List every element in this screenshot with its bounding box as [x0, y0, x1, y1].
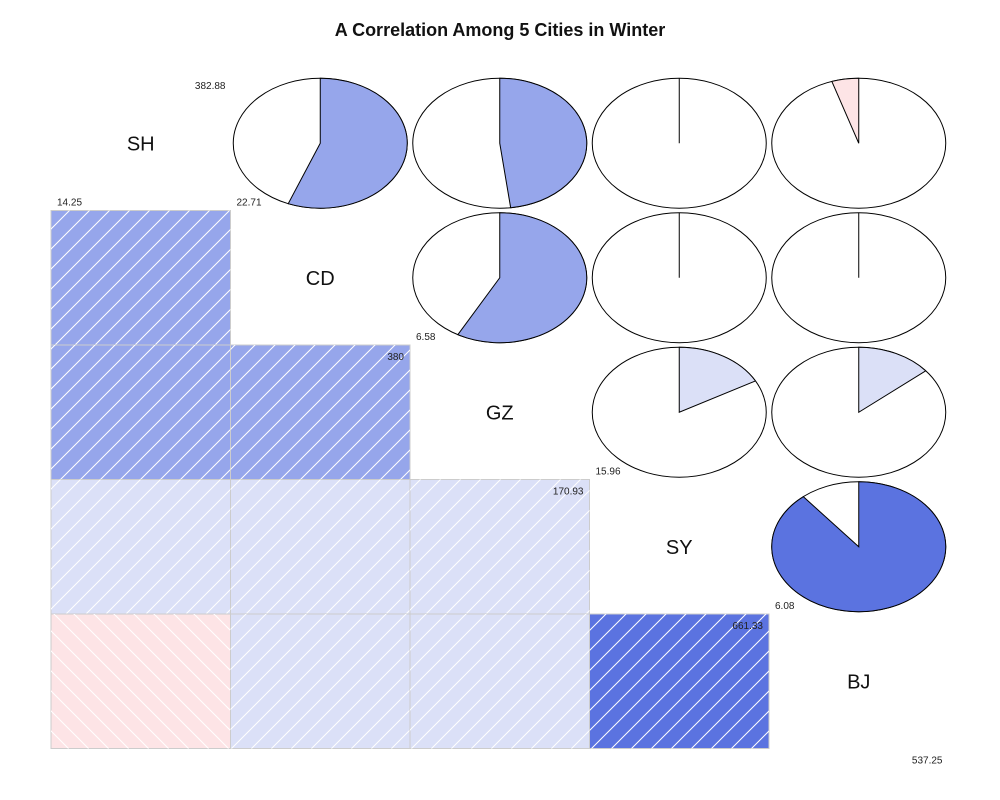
variable-label-bj: BJ — [847, 671, 870, 693]
range-max-sh: 382.88 — [195, 81, 226, 92]
range-min-sh: 14.25 — [57, 198, 82, 209]
range-max-bj: 537.25 — [912, 756, 943, 767]
variable-label-cd: CD — [306, 268, 335, 290]
pie-slice-cd-gz — [457, 212, 588, 344]
pie-slice-gz-sy — [678, 346, 757, 413]
range-min-gz: 6.58 — [416, 332, 436, 343]
variable-label-gz: GZ — [486, 402, 514, 424]
shade-hatch-sy-cd — [230, 479, 410, 614]
range-min-sy: 15.96 — [596, 467, 621, 478]
shade-hatch-bj-sh — [51, 614, 231, 749]
range-max-cd: 380 — [387, 352, 404, 363]
shade-hatch-bj-cd — [230, 614, 410, 749]
shade-hatch-bj-gz — [410, 614, 590, 749]
shade-hatch-gz-sh — [51, 345, 231, 480]
shade-hatch-cd-sh — [51, 210, 231, 345]
shade-hatch-sy-sh — [51, 479, 231, 614]
chart-title: A Correlation Among 5 Cities in Winter — [335, 20, 666, 40]
shade-hatch-bj-sy — [589, 614, 769, 749]
range-min-bj: 6.08 — [775, 601, 795, 612]
corrgram-grid: SH CD GZ SY BJ 382.88 14.25 22.71 380 6.58 170.93 1… — [50, 77, 947, 767]
pie-slice-gz-bj — [858, 346, 927, 414]
pie-slice-sh-cd — [287, 77, 408, 209]
variable-label-sy: SY — [666, 537, 693, 559]
pie-slice-sy-bj — [771, 481, 947, 613]
shade-hatch-gz-cd — [230, 345, 410, 480]
pie-slice-sh-gz — [499, 77, 588, 209]
variable-label-sh: SH — [127, 133, 155, 155]
range-max-sy: 661.33 — [732, 621, 763, 632]
pie-slice-sh-bj — [831, 77, 860, 144]
range-max-gz: 170.93 — [553, 487, 584, 498]
shade-hatch-sy-gz — [410, 479, 590, 614]
range-min-cd: 22.71 — [237, 198, 262, 209]
